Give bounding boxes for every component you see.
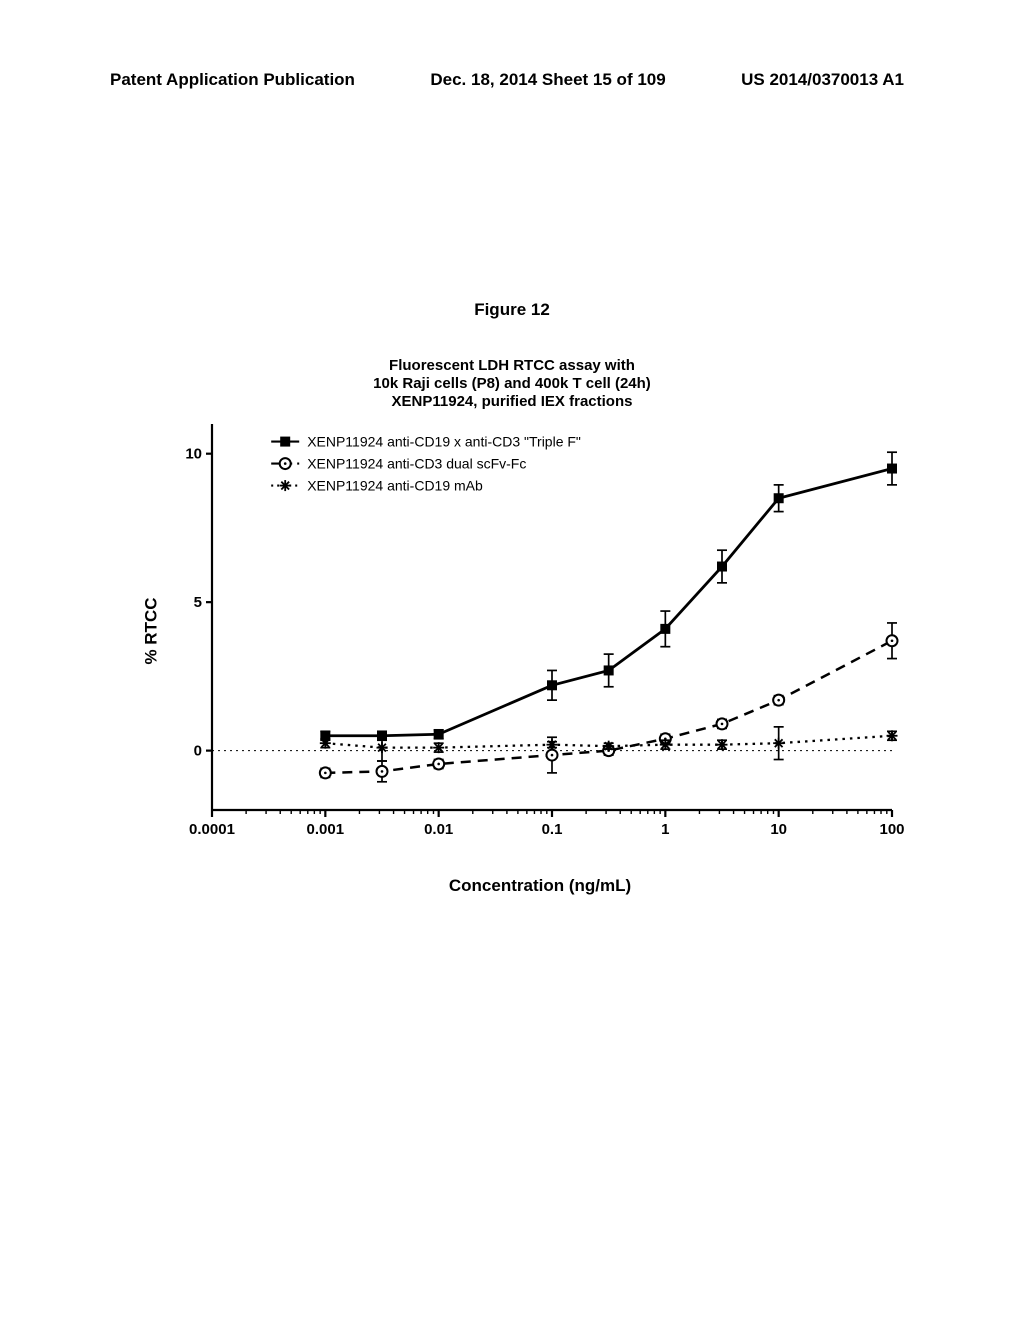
page-header: Patent Application Publication Dec. 18, … — [0, 70, 1024, 90]
page: Patent Application Publication Dec. 18, … — [0, 0, 1024, 1320]
svg-text:XENP11924 anti-CD19 x anti-CD3: XENP11924 anti-CD19 x anti-CD3 "Triple F… — [307, 434, 581, 450]
header-left: Patent Application Publication — [110, 70, 355, 90]
chart-svg: 0 5 10 0.0001 0.001 0.01 0.1 1 10 100 XENP11924 an… — [170, 416, 910, 846]
svg-text:0.01: 0.01 — [424, 821, 453, 838]
chart-xlabel: Concentration (ng/mL) — [449, 876, 631, 896]
svg-text:0.0001: 0.0001 — [189, 821, 235, 838]
header-right: US 2014/0370013 A1 — [741, 70, 904, 90]
svg-text:0.001: 0.001 — [307, 821, 345, 838]
svg-text:5: 5 — [194, 594, 202, 611]
svg-text:XENP11924 anti-CD19 mAb: XENP11924 anti-CD19 mAb — [307, 478, 483, 494]
svg-text:100: 100 — [879, 821, 904, 838]
svg-text:10: 10 — [770, 821, 787, 838]
svg-text:0: 0 — [194, 743, 202, 760]
chart-title-line3: XENP11924, purified IEX fractions — [392, 393, 633, 410]
chart-title-line1: Fluorescent LDH RTCC assay with — [389, 357, 635, 374]
figure-label: Figure 12 — [0, 300, 1024, 320]
header-center: Dec. 18, 2014 Sheet 15 of 109 — [430, 70, 665, 90]
svg-text:XENP11924 anti-CD3 dual scFv-F: XENP11924 anti-CD3 dual scFv-Fc — [307, 456, 526, 472]
chart-title: Fluorescent LDH RTCC assay with 10k Raji… — [0, 357, 1024, 411]
svg-text:10: 10 — [185, 446, 202, 463]
chart-ylabel: % RTCC — [142, 597, 162, 664]
svg-text:1: 1 — [661, 821, 669, 838]
svg-text:0.1: 0.1 — [542, 821, 563, 838]
chart-area: 0 5 10 0.0001 0.001 0.01 0.1 1 10 100 XENP11924 an… — [170, 416, 910, 846]
chart-title-line2: 10k Raji cells (P8) and 400k T cell (24h… — [373, 375, 651, 392]
